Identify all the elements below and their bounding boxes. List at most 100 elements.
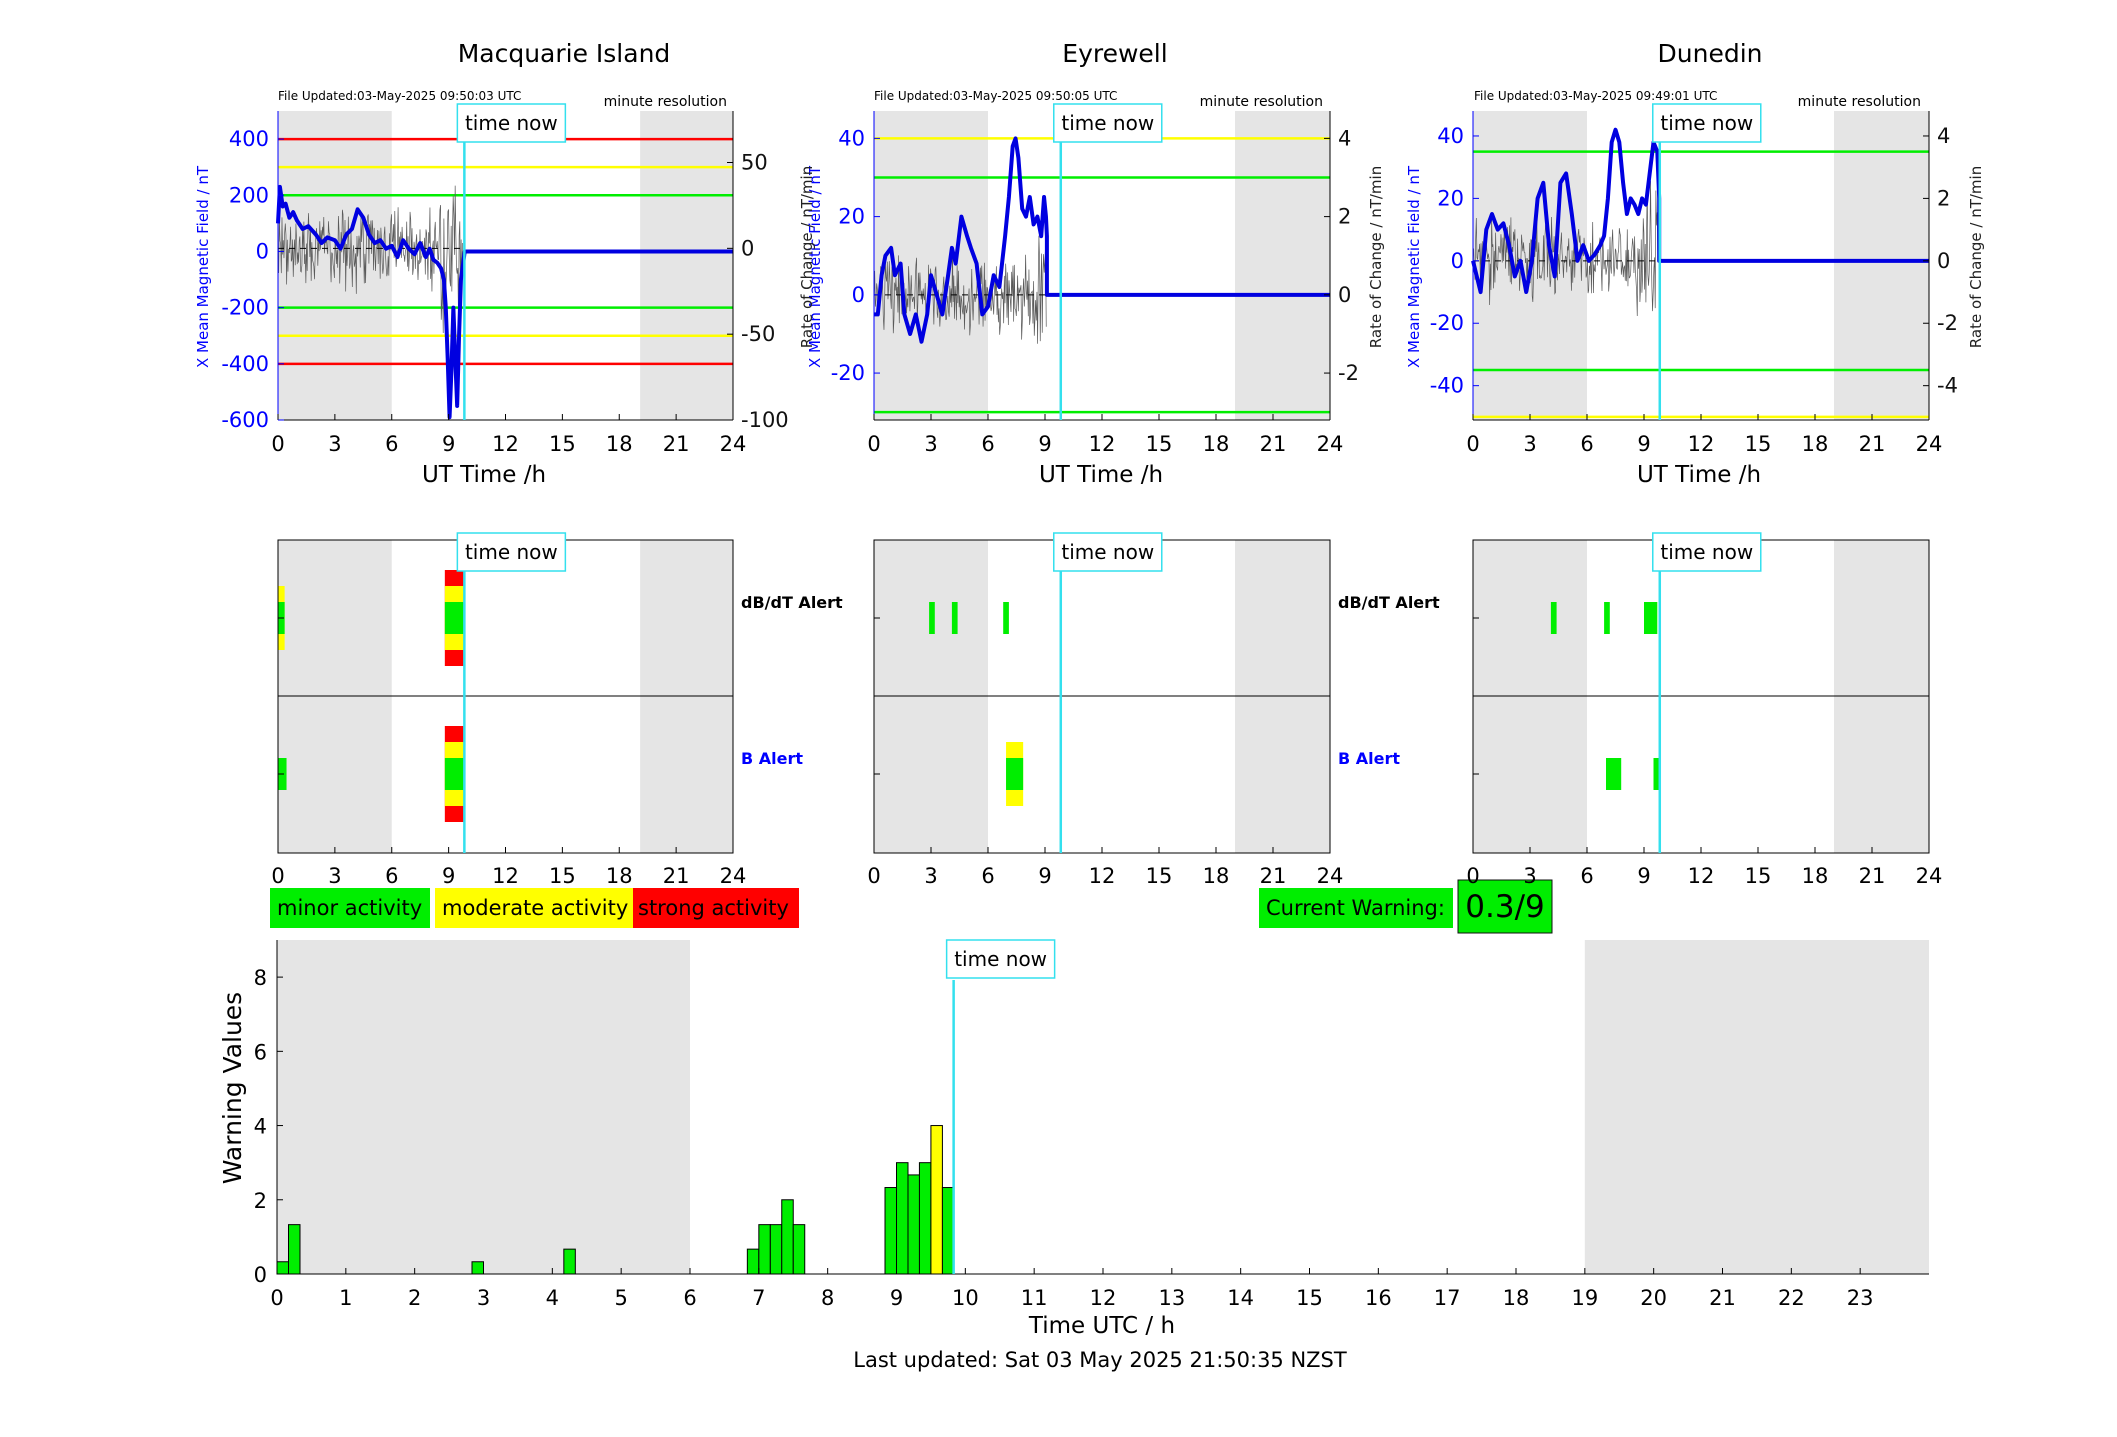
y-right-tick-label-dunedin-3: 2 bbox=[1937, 186, 1950, 210]
alert-time-now-box-eyrewell bbox=[1053, 532, 1163, 572]
y-tick-label-dunedin-2: 0 bbox=[1451, 249, 1464, 273]
legend-moderate-swatch bbox=[435, 888, 633, 928]
x-tick-label-macquarie-4: 12 bbox=[492, 432, 519, 456]
legend-minor-label: minor activity bbox=[277, 896, 422, 920]
y-tick-label-macquarie-5: 400 bbox=[229, 127, 269, 151]
x-tick-label-macquarie-6: 18 bbox=[606, 432, 633, 456]
field-panel-macquarie: 0 3 6 9 12 15 18 21 24 -600 -400 -200 0 200 400 -100 -50… bbox=[221, 103, 789, 456]
x-tick-label-eyrewell-4: 12 bbox=[1089, 432, 1116, 456]
warning-x-tick-label-4: 4 bbox=[546, 1286, 559, 1310]
alert-time-now-label-macquarie: time now bbox=[465, 540, 558, 564]
alert-time-now-box-macquarie bbox=[456, 532, 567, 572]
warning-x-tick-label-1: 1 bbox=[339, 1286, 352, 1310]
current-warning-label: Current Warning: bbox=[1266, 896, 1445, 920]
alert-x-tick-label-dunedin-0: 0 bbox=[1466, 864, 1479, 888]
alert-x-tick-label-dunedin-7: 21 bbox=[1859, 864, 1886, 888]
b-alert-label-macquarie: B Alert bbox=[741, 749, 803, 768]
alert-x-tick-label-dunedin-4: 12 bbox=[1688, 864, 1715, 888]
last-updated: Last updated: Sat 03 May 2025 21:50:35 N… bbox=[853, 1348, 1347, 1372]
warning-bar-1 bbox=[287, 1224, 301, 1275]
shade-macquarie-1 bbox=[640, 111, 733, 420]
warning-x-tick-label-18: 18 bbox=[1503, 1286, 1530, 1310]
time-now-box-eyrewell bbox=[1053, 103, 1163, 143]
warning-bar-3 bbox=[563, 1248, 576, 1275]
x-tick-label-eyrewell-5: 15 bbox=[1146, 432, 1173, 456]
x-tick-label-dunedin-2: 6 bbox=[1580, 432, 1593, 456]
warning-x-tick-label-0: 0 bbox=[270, 1286, 283, 1310]
file-updated-macquarie: File Updated:03-May-2025 09:50:03 UTC bbox=[278, 89, 521, 103]
chart-title-eyrewell: Eyrewell bbox=[1062, 39, 1167, 68]
alert-panel-eyrewell: 0 3 6 9 12 15 18 21 24 time now bbox=[867, 532, 1343, 888]
chart-title-dunedin: Dunedin bbox=[1658, 39, 1763, 68]
roc-trace-dunedin bbox=[1472, 181, 1659, 316]
b-alert-dunedin-1-0 bbox=[1653, 758, 1660, 790]
y-right-tick-label-eyrewell-0: -2 bbox=[1338, 361, 1359, 385]
warning-x-tick-label-8: 8 bbox=[821, 1286, 834, 1310]
y-right-tick-label-eyrewell-1: 0 bbox=[1338, 283, 1351, 307]
legend-strong-swatch bbox=[633, 888, 799, 928]
dbdt-alert-eyrewell-1-0 bbox=[951, 602, 958, 634]
dbdt-alert-dunedin-2-0 bbox=[1644, 602, 1658, 634]
dbdt-alert-eyrewell-0-0 bbox=[929, 602, 935, 634]
y-tick-label-macquarie-4: 200 bbox=[229, 183, 269, 207]
ylabel-right-dunedin: Rate of Change / nT/min bbox=[1967, 166, 1985, 348]
y-right-tick-label-eyrewell-3: 4 bbox=[1338, 126, 1351, 150]
time-utc-xlabel: Time UTC / h bbox=[1028, 1313, 1175, 1339]
warning-bar-0 bbox=[276, 1261, 289, 1275]
warning-y-tick-label-0: 0 bbox=[254, 1263, 267, 1287]
warning-x-tick-label-13: 13 bbox=[1158, 1286, 1185, 1310]
warning-x-tick-label-21: 21 bbox=[1709, 1286, 1736, 1310]
x-tick-label-macquarie-3: 9 bbox=[442, 432, 455, 456]
x-tick-label-macquarie-8: 24 bbox=[720, 432, 747, 456]
warning-bar-13 bbox=[930, 1125, 943, 1275]
x-tick-label-dunedin-1: 3 bbox=[1523, 432, 1536, 456]
alert-x-tick-label-eyrewell-2: 6 bbox=[981, 864, 994, 888]
y-right-tick-label-dunedin-1: -2 bbox=[1937, 311, 1958, 335]
warning-bar-4 bbox=[746, 1248, 760, 1275]
y-right-tick-label-macquarie-2: 0 bbox=[741, 236, 754, 260]
y-tick-label-macquarie-0: -600 bbox=[221, 408, 269, 432]
ylabel-macquarie: X Mean Magnetic Field / nT bbox=[194, 165, 212, 368]
x-tick-label-macquarie-1: 3 bbox=[328, 432, 341, 456]
warning-bar-6 bbox=[769, 1224, 783, 1275]
field-trace-dunedin bbox=[1471, 127, 1929, 295]
x-tick-label-macquarie-0: 0 bbox=[271, 432, 284, 456]
legend-strong-label: strong activity bbox=[638, 896, 789, 920]
b-alert-label-eyrewell: B Alert bbox=[1338, 749, 1400, 768]
b-alert-eyrewell-0-1 bbox=[1006, 758, 1024, 790]
y-tick-label-eyrewell-3: 40 bbox=[838, 126, 865, 150]
alert-x-tick-label-macquarie-0: 0 bbox=[271, 864, 284, 888]
warning-y-tick-label-2: 4 bbox=[254, 1115, 267, 1139]
alert-x-tick-label-dunedin-8: 24 bbox=[1916, 864, 1943, 888]
y-tick-label-macquarie-2: -200 bbox=[221, 296, 269, 320]
x-tick-label-eyrewell-2: 6 bbox=[981, 432, 994, 456]
y-tick-label-dunedin-1: -20 bbox=[1430, 311, 1464, 335]
y-tick-label-dunedin-3: 20 bbox=[1437, 186, 1464, 210]
alert-panel-dunedin: 0 3 6 9 12 15 18 21 24 time now bbox=[1466, 532, 1943, 888]
legend-moderate-label: moderate activity bbox=[442, 896, 628, 920]
warning-bar-7 bbox=[781, 1199, 794, 1275]
alert-x-tick-label-dunedin-1: 3 bbox=[1523, 864, 1536, 888]
y-right-tick-label-dunedin-2: 0 bbox=[1937, 249, 1950, 273]
warning-y-tick-label-1: 2 bbox=[254, 1189, 267, 1213]
alert-x-tick-label-macquarie-1: 3 bbox=[328, 864, 341, 888]
warning-shade-0 bbox=[277, 940, 690, 1274]
current-warning-label-box bbox=[1259, 888, 1453, 928]
alert-panel-macquarie: 0 3 6 9 12 15 18 21 24 time now bbox=[271, 532, 746, 888]
warning-bar-14 bbox=[941, 1187, 955, 1275]
y-right-tick-label-macquarie-1: -50 bbox=[741, 322, 775, 346]
alert-x-tick-label-dunedin-6: 18 bbox=[1802, 864, 1829, 888]
alert-time-now-label-eyrewell: time now bbox=[1061, 540, 1154, 564]
current-warning: Current Warning: 0.3/9 bbox=[1259, 879, 1553, 934]
alert-x-tick-label-macquarie-3: 9 bbox=[442, 864, 455, 888]
warning-time-now-box bbox=[945, 939, 1056, 979]
xlabel-dunedin: UT Time /h bbox=[1637, 462, 1761, 488]
warning-bar-8 bbox=[792, 1224, 806, 1275]
time-now-macquarie: time now bbox=[456, 103, 567, 420]
field-trace-eyrewell bbox=[874, 136, 1330, 344]
b-alert-dunedin-0-0 bbox=[1606, 758, 1622, 790]
minute-resolution-eyrewell: minute resolution bbox=[1200, 94, 1323, 110]
